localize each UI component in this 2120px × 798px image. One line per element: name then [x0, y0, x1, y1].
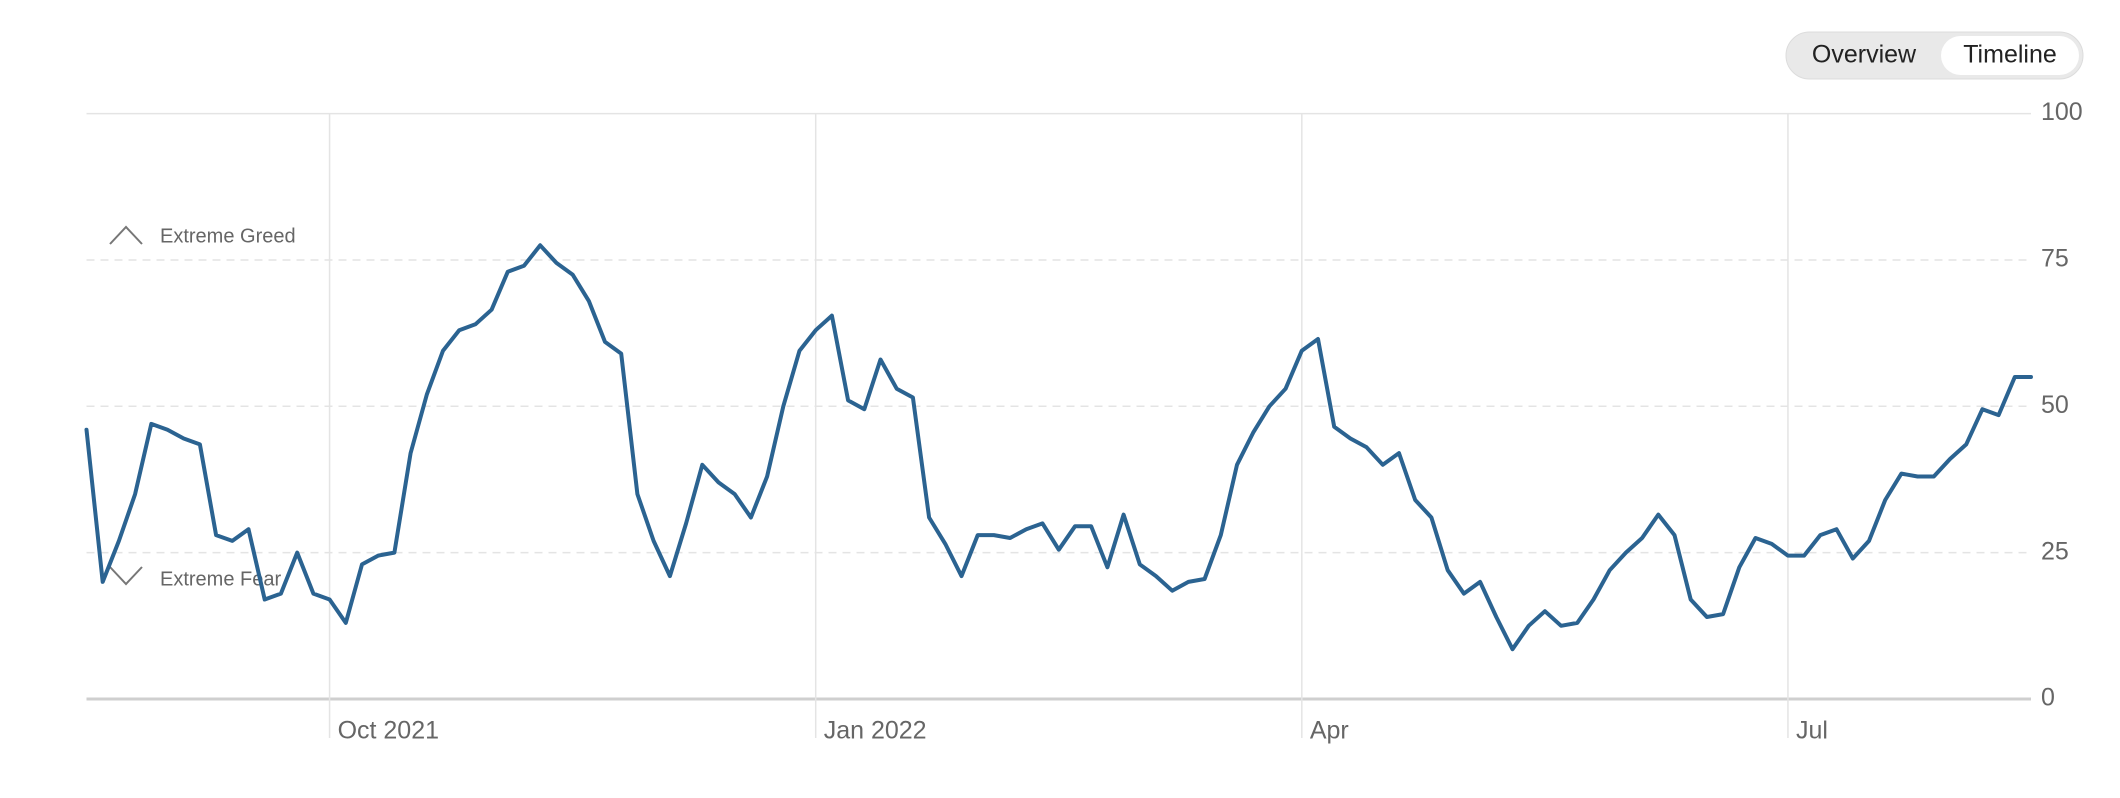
y-tick-label: 0 [2041, 684, 2055, 712]
fear-icon [109, 566, 143, 586]
x-tick-label: Jul [1796, 717, 1828, 745]
x-tick-label: Apr [1310, 717, 1349, 745]
y-tick-label: 50 [2041, 391, 2069, 419]
overview-button[interactable]: Overview [1812, 41, 1917, 69]
timeline-button[interactable]: Timeline [1963, 41, 2057, 69]
annotation: Extreme Greed [160, 225, 296, 247]
y-tick-label: 75 [2041, 245, 2069, 273]
data-line [84, 243, 2033, 652]
toggle-active [1941, 36, 2079, 75]
x-tick-label: Jan 2022 [824, 717, 927, 745]
y-tick-label: 100 [2041, 98, 2083, 126]
greed-icon [109, 225, 143, 245]
y-tick-label: 25 [2041, 537, 2069, 565]
x-tick-label: Oct 2021 [338, 717, 439, 745]
annotation: Extreme Fear [160, 568, 281, 590]
